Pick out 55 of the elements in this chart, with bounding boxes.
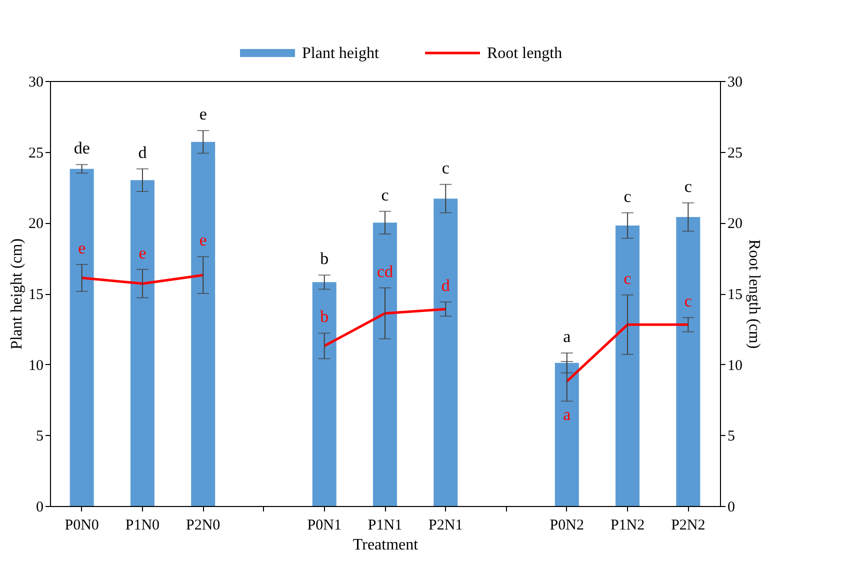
y2-tick-label: 15 bbox=[728, 287, 742, 303]
legend-label: Root length bbox=[487, 45, 562, 62]
y-tick-label: 10 bbox=[28, 358, 44, 374]
x-tick-label: P1N0 bbox=[125, 518, 160, 534]
y2-tick-label: 10 bbox=[728, 358, 742, 374]
bar bbox=[434, 198, 458, 506]
y-axis-title: Plant height (cm) bbox=[8, 238, 26, 350]
y-tick-label: 5 bbox=[36, 428, 44, 445]
y2-tick-label: 5 bbox=[728, 428, 735, 445]
annotation: d bbox=[138, 142, 148, 162]
annotation: b bbox=[320, 249, 329, 268]
x-tick-label: P2N0 bbox=[186, 518, 220, 534]
annotation: c bbox=[624, 268, 632, 288]
x-tick-label: P2N2 bbox=[671, 518, 706, 534]
x-tick-label: P2N1 bbox=[428, 518, 463, 534]
bar bbox=[676, 217, 700, 506]
annotation: a bbox=[563, 405, 572, 424]
bar bbox=[616, 226, 640, 506]
bar bbox=[130, 180, 154, 506]
bar bbox=[70, 168, 94, 506]
x-tick-label: P1N1 bbox=[368, 518, 402, 534]
annotation: cd bbox=[376, 262, 394, 281]
x-tick-label: P0N2 bbox=[550, 518, 584, 534]
bar bbox=[191, 142, 216, 506]
annotation: d bbox=[441, 276, 450, 295]
y2-tick-label: 20 bbox=[728, 216, 742, 232]
y-tick-label: 15 bbox=[28, 287, 44, 303]
y2-axis-title: Root length (cm) bbox=[746, 239, 762, 349]
y2-tick-label: 0 bbox=[728, 500, 735, 516]
annotation: c bbox=[381, 185, 390, 204]
annotation: c bbox=[442, 158, 450, 178]
annotation: de bbox=[74, 138, 90, 158]
y2-tick-label: 30 bbox=[728, 74, 742, 90]
annotation: b bbox=[320, 307, 329, 326]
y-tick-label: 20 bbox=[28, 216, 44, 232]
annotation: a bbox=[563, 327, 572, 346]
x-tick-label: P0N0 bbox=[64, 518, 99, 534]
annotation: e bbox=[199, 230, 207, 250]
y-tick-label: 25 bbox=[28, 145, 44, 162]
annotation: e bbox=[199, 104, 207, 124]
x-axis-title: Treatment bbox=[352, 536, 419, 554]
y-tick-label: 30 bbox=[28, 74, 44, 90]
annotation: c bbox=[684, 176, 692, 196]
bar bbox=[554, 362, 579, 506]
annotation: c bbox=[624, 186, 632, 206]
x-tick-label: P1N2 bbox=[610, 518, 645, 534]
annotation: e bbox=[78, 238, 86, 258]
y-tick-label: 0 bbox=[36, 500, 44, 516]
annotation: c bbox=[684, 292, 692, 311]
bar bbox=[373, 222, 397, 506]
x-tick-label: P0N1 bbox=[307, 518, 342, 534]
annotation: e bbox=[138, 243, 146, 262]
y2-tick-label: 25 bbox=[728, 145, 742, 162]
legend-label: Plant height bbox=[302, 45, 380, 62]
bar bbox=[312, 282, 336, 506]
